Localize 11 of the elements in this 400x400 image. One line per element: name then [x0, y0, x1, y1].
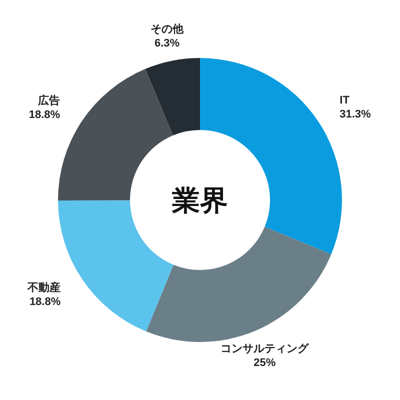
slice-label: IT	[340, 94, 350, 107]
data-label: 18.8%	[28, 109, 60, 122]
data-label: 31.3%	[340, 108, 372, 121]
slice-label: 不動産	[26, 280, 61, 294]
data-label: 18.8%	[29, 296, 61, 308]
slice-label: その他	[150, 22, 185, 36]
text: 業界	[171, 185, 228, 216]
data-label: 6.3%	[154, 37, 180, 50]
slice-label: 広告	[37, 94, 60, 108]
slice-label: コンサルティング	[220, 343, 310, 356]
data-label: 25%	[254, 357, 276, 370]
